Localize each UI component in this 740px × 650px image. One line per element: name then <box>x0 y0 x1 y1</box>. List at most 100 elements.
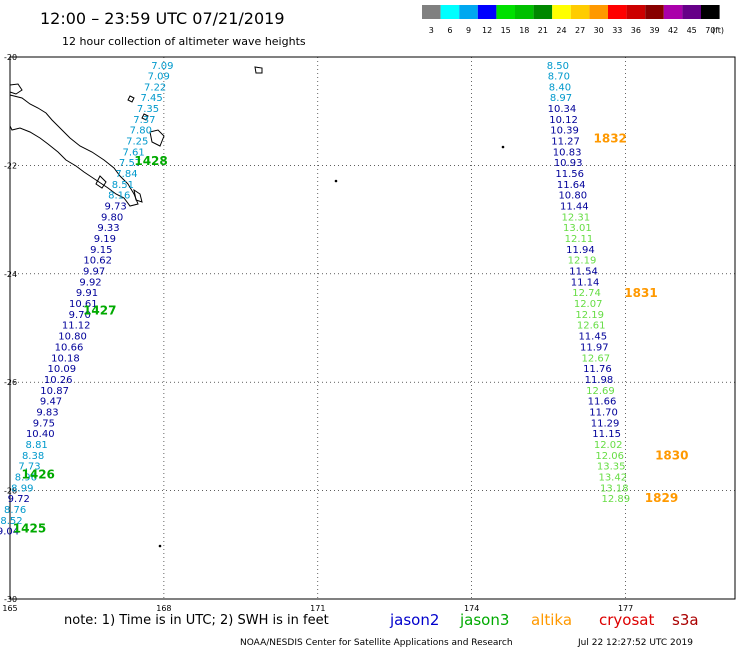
wave-height-label: 12.61 <box>577 321 606 332</box>
wave-height-label: 7.09 <box>148 71 170 82</box>
wave-height-label: 10.09 <box>47 364 76 375</box>
wave-height-label: 10.61 <box>69 299 98 310</box>
scale-label: 42 <box>668 26 678 35</box>
pass-time-label: 1427 <box>83 304 116 318</box>
scale-swatch <box>682 5 701 19</box>
coastline-new-caledonia <box>9 66 263 207</box>
latitude-tick-label: -24 <box>4 270 17 279</box>
wave-height-label: 12.19 <box>575 310 604 321</box>
scale-label: 30 <box>594 26 604 35</box>
scale-label: 18 <box>519 26 529 35</box>
wave-height-label: 8.40 <box>549 82 571 93</box>
wave-height-label: 10.34 <box>548 104 577 115</box>
wave-height-label: 9.91 <box>76 288 98 299</box>
wave-height-label: 7.80 <box>130 126 152 137</box>
scale-swatch <box>422 5 441 19</box>
wave-height-label: 10.66 <box>55 342 84 353</box>
wave-height-color-scale: 3 6 9 12 15 18 21 24 27 30 33 36 39 42 45 70 <box>422 5 720 35</box>
wave-height-label: 7.73 <box>18 462 40 473</box>
scale-swatch <box>589 5 608 19</box>
latitude-tick-label: -28 <box>4 487 17 496</box>
wave-height-label: 8.50 <box>547 61 569 72</box>
scale-swatch <box>515 5 534 19</box>
wave-height-label: 11.94 <box>566 245 595 256</box>
scale-swatch <box>663 5 683 19</box>
wave-height-label: 7.35 <box>137 104 159 115</box>
wave-height-label: 8.96 <box>15 473 37 484</box>
wave-height-label: 11.44 <box>560 202 589 213</box>
wave-height-label: 10.12 <box>549 115 578 126</box>
island-markers <box>158 145 505 548</box>
wave-height-label: 9.15 <box>90 245 112 256</box>
scale-label: 39 <box>649 26 659 35</box>
wave-height-label: 8.38 <box>22 451 44 462</box>
scale-label: 12 <box>482 26 492 35</box>
wave-height-label: 11.98 <box>585 375 614 386</box>
scale-label: 6 <box>447 26 452 35</box>
scale-label: 3 <box>429 26 434 35</box>
legend-s3a: s3a <box>672 611 699 629</box>
wave-height-label: 12.67 <box>582 353 611 364</box>
wave-height-label: 11.15 <box>592 429 621 440</box>
scale-label: 9 <box>466 26 471 35</box>
scale-label: 33 <box>612 26 622 35</box>
wave-height-label: 7.61 <box>123 147 145 158</box>
scale-swatch <box>477 5 497 19</box>
scale-swatch <box>533 5 553 19</box>
satellite-legend: jason2 jason3 altika cryosat s3a <box>389 611 699 629</box>
wave-height-label: 9.73 <box>105 202 127 213</box>
scale-swatch <box>701 5 720 19</box>
wave-height-label: 9.70 <box>69 310 91 321</box>
wave-height-label: 10.18 <box>51 353 80 364</box>
map-subtitle: 12 hour collection of altimeter wave hei… <box>62 35 306 48</box>
wave-height-label: 8.76 <box>4 505 26 516</box>
wave-height-label: 11.56 <box>555 169 584 180</box>
wave-height-label: 10.26 <box>44 375 73 386</box>
wave-height-label: 13.18 <box>600 483 629 494</box>
wave-height-label: 8.81 <box>26 440 48 451</box>
pass-time-label: 1830 <box>655 448 688 462</box>
wave-height-label: 8.97 <box>550 93 572 104</box>
longitude-tick-label: 171 <box>310 604 325 613</box>
scale-swatch <box>608 5 627 19</box>
scale-label: 70 <box>705 26 715 35</box>
scale-swatch <box>570 5 590 19</box>
pass-time-label: 1831 <box>624 286 657 300</box>
wave-height-label: 9.80 <box>101 212 123 223</box>
pass-time-label: 1426 <box>22 467 55 481</box>
latitude-tick-label: -30 <box>4 595 17 604</box>
wave-height-label: 10.80 <box>58 332 87 343</box>
wave-height-label: 8.70 <box>548 71 570 82</box>
altimeter-tracks: 7.097.097.227.457.357.377.807.257.617.57… <box>0 61 688 538</box>
graticule-grid: 165 168 171 174 177 -20 -22 -24 -26 -28 -30 <box>2 53 735 613</box>
scale-swatch <box>645 5 664 19</box>
wave-height-label: 7.22 <box>144 82 166 93</box>
wave-height-label: 7.25 <box>126 136 148 147</box>
wave-height-label: 9.47 <box>40 397 62 408</box>
wave-height-label: 13.42 <box>598 473 627 484</box>
wave-height-label: 11.66 <box>588 397 617 408</box>
legend-altika: altika <box>531 611 572 629</box>
wave-height-label: 11.64 <box>557 180 586 191</box>
track-west: 7.097.097.227.457.357.377.807.257.617.57… <box>0 61 173 538</box>
wave-height-label: 8.51 <box>112 180 134 191</box>
legend-jason2: jason2 <box>389 611 439 629</box>
scale-label: 24 <box>556 26 566 35</box>
pass-time-label: 1829 <box>645 491 678 505</box>
credit-timestamp: Jul 22 12:27:52 UTC 2019 <box>577 638 693 648</box>
wave-height-label: 7.09 <box>151 61 173 72</box>
wave-height-label: 7.37 <box>133 115 155 126</box>
wave-height-label: 10.40 <box>26 429 55 440</box>
wave-height-label: 10.80 <box>558 191 587 202</box>
scale-label: 21 <box>538 26 548 35</box>
wave-height-label: 7.84 <box>115 169 137 180</box>
wave-height-label: 11.12 <box>62 321 91 332</box>
wave-height-label: 9.75 <box>33 418 55 429</box>
wave-height-label: 7.45 <box>140 93 162 104</box>
scale-label: 15 <box>501 26 511 35</box>
scale-swatch <box>440 5 460 19</box>
scale-swatch <box>552 5 571 19</box>
longitude-tick-label: 174 <box>464 604 479 613</box>
scale-label: 36 <box>631 26 641 35</box>
pass-time-label: 1832 <box>594 131 627 145</box>
